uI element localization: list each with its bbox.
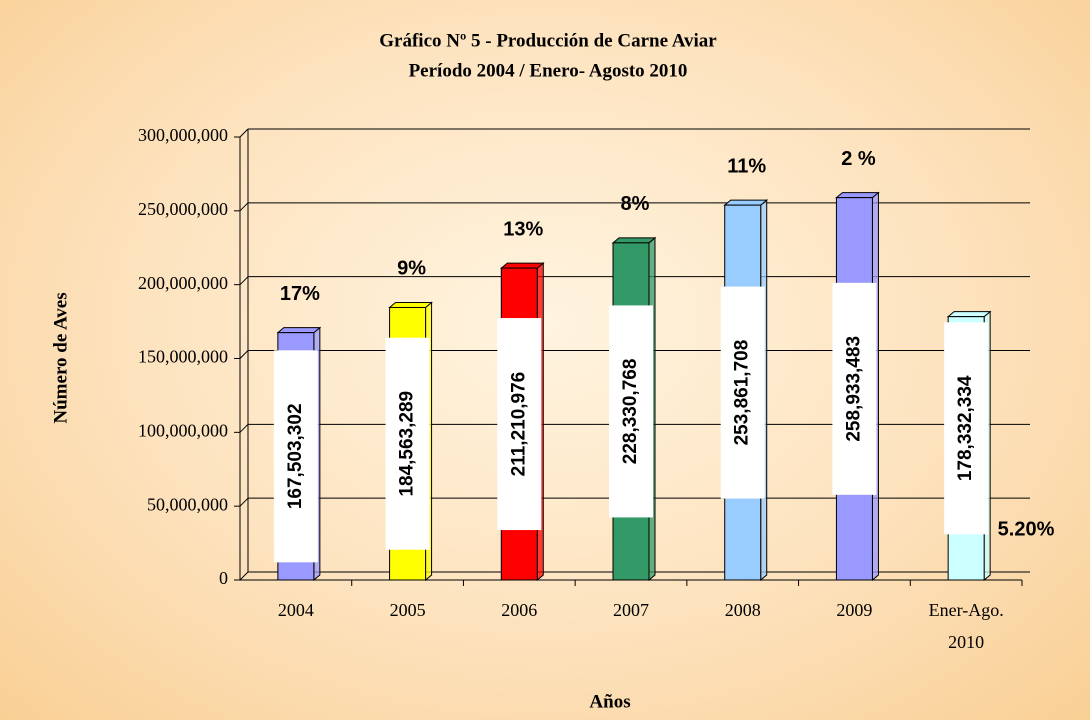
chart-subtitle: Período 2004 / Enero- Agosto 2010: [409, 60, 688, 81]
chart-title: Gráfico Nº 5 - Producción de Carne Aviar: [379, 30, 717, 51]
y-tick-label: 200,000,000: [138, 273, 228, 293]
bar-top: [276, 327, 322, 334]
y-tick-label: 0: [219, 568, 228, 588]
value-label-box: [497, 318, 542, 531]
annotation: 9%: [397, 258, 426, 280]
annotation: 13%: [503, 218, 543, 240]
value-label: 167,503,302: [285, 403, 306, 509]
x-tick-label: 2005: [389, 600, 426, 620]
value-label-box: [944, 322, 989, 535]
grid-depth: [239, 497, 249, 507]
x-tick-label: Ener-Ago. 2010: [928, 600, 1004, 652]
bar-top: [499, 262, 545, 269]
bar-top: [723, 199, 769, 206]
grid-depth: [239, 350, 249, 359]
grid-depth: [239, 128, 249, 138]
y-tick-label: 300,000,000: [138, 125, 228, 145]
bar-top: [835, 192, 880, 199]
annotation: 17%: [280, 283, 320, 305]
bar-top: [946, 311, 992, 318]
value-label: 211,210,976: [508, 372, 529, 477]
value-label: 178,332,334: [955, 375, 976, 481]
grid-depth: [239, 571, 249, 581]
grid-depth: [239, 202, 249, 212]
x-tick-label: 2004: [277, 600, 314, 620]
bar-top: [388, 301, 433, 308]
annotation: 5.20%: [998, 518, 1055, 540]
value-label-box: [273, 350, 318, 563]
value-label-box: [609, 305, 653, 518]
grid-depth: [239, 423, 249, 433]
y-tick-label: 50,000,000: [147, 494, 228, 514]
value-label: 253,861,708: [732, 340, 753, 446]
value-label-box: [385, 337, 430, 550]
x-tick-label: 2006: [501, 600, 538, 620]
y-tick-label: 250,000,000: [138, 199, 228, 219]
value-label: 258,933,483: [843, 336, 864, 442]
value-label: 228,330,768: [620, 359, 641, 465]
annotation: 11%: [727, 155, 766, 177]
x-tick-label: 2008: [724, 600, 761, 620]
grid-depth: [239, 276, 249, 286]
y-tick-label: 150,000,000: [138, 347, 228, 367]
bar-top: [611, 237, 657, 244]
x-axis-label: Años: [589, 691, 630, 712]
annotation: 8%: [621, 193, 650, 215]
value-label-box: [832, 282, 877, 495]
y-tick-label: 100,000,000: [138, 420, 228, 440]
value-label-box: [720, 286, 765, 499]
y-axis-label: Número de Aves: [50, 292, 71, 423]
x-tick-label: 2009: [836, 600, 873, 620]
annotation: 2 %: [841, 148, 876, 170]
x-tick-label: 2007: [613, 600, 649, 620]
value-label: 184,563,289: [397, 391, 418, 497]
